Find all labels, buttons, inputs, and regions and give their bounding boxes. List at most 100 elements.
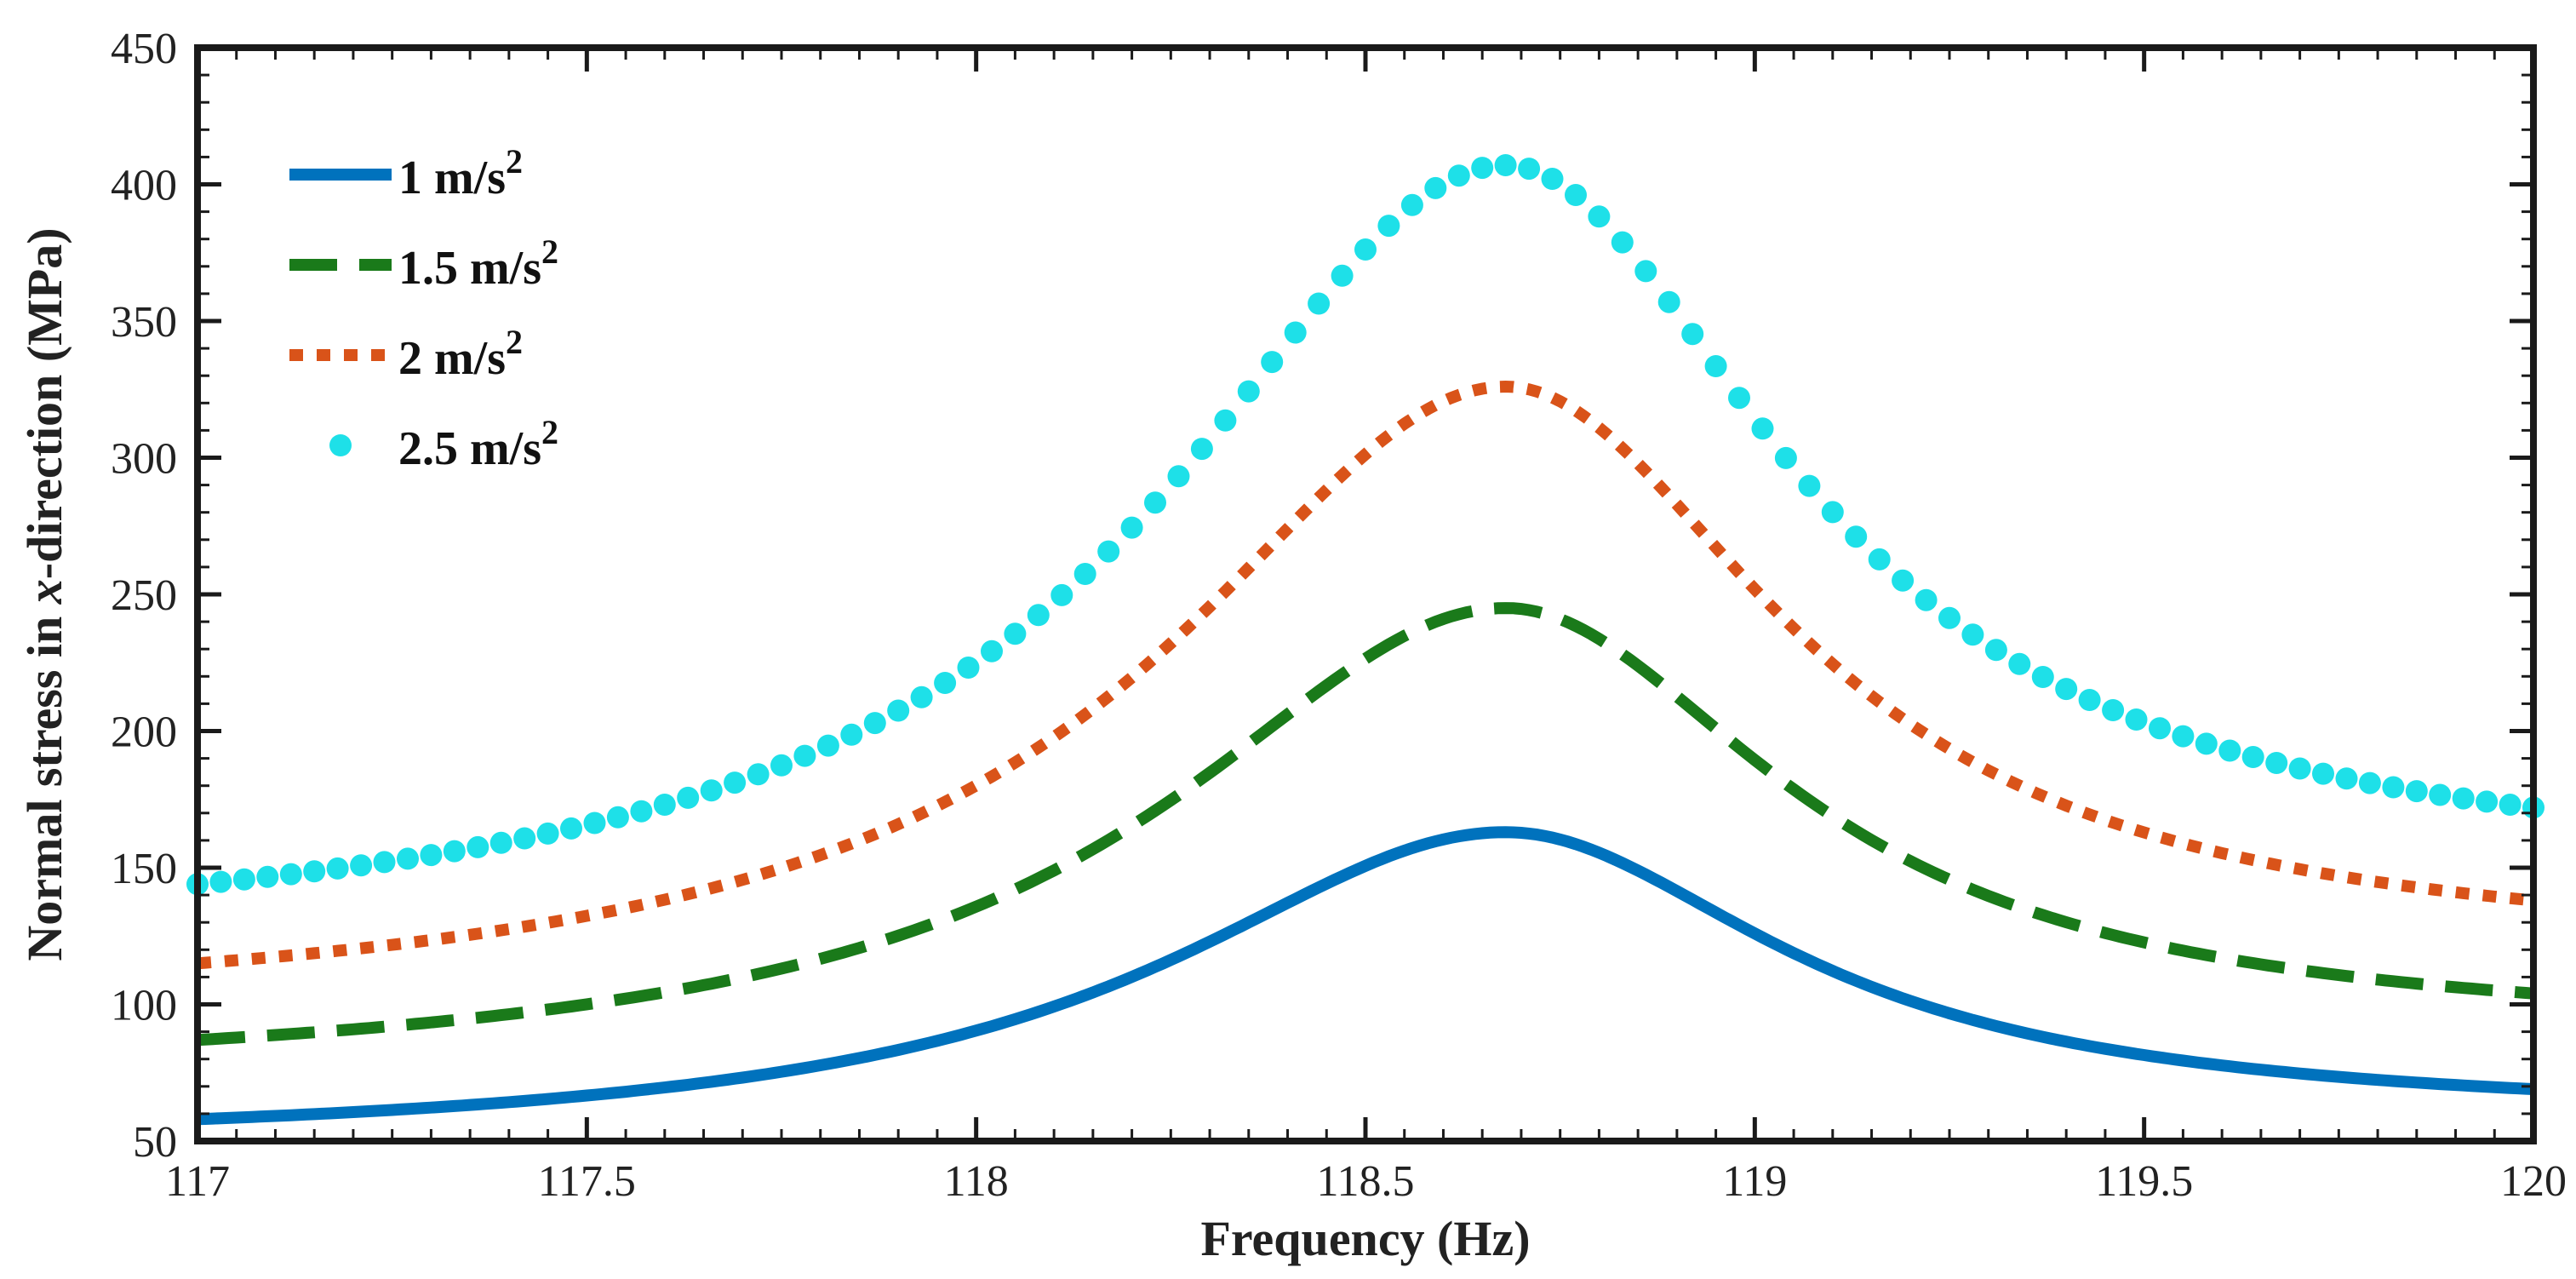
series-4-marker <box>1681 323 1704 346</box>
series-4-marker <box>2335 767 2358 790</box>
series-4-marker <box>2218 739 2241 762</box>
x-tick-label: 117 <box>165 1157 230 1206</box>
y-tick-label: 350 <box>111 298 177 347</box>
series-4-marker <box>303 860 326 883</box>
series-4-marker <box>2358 771 2381 794</box>
series-4-marker <box>1261 351 1284 374</box>
series-4-marker <box>1214 409 1237 432</box>
series-4-marker <box>1167 465 1190 488</box>
series-4-marker <box>1961 623 1984 646</box>
legend-item-2: 1.5 m/s2 <box>289 232 558 295</box>
series-4-marker <box>840 723 863 746</box>
legend-item-4-label: 2.5 m/s2 <box>398 413 558 475</box>
legend-item-1: 1 m/s2 <box>289 142 523 204</box>
y-tick-label: 200 <box>111 708 177 757</box>
series-4-marker <box>1798 474 1821 497</box>
series-4-marker <box>1237 380 1260 403</box>
legend-item-3-label: 2 m/s2 <box>398 323 523 385</box>
series-4-marker <box>1308 292 1331 315</box>
series-4-marker <box>1611 231 1634 254</box>
series-4-marker <box>256 865 279 888</box>
series-4-marker <box>934 672 957 694</box>
series-3 <box>197 380 2534 970</box>
series-layer <box>186 154 2545 1126</box>
series-4-marker <box>2241 746 2264 768</box>
series-4-marker <box>653 794 676 816</box>
series-4-marker <box>700 779 723 802</box>
series-4-marker <box>1845 525 1868 548</box>
series-4-marker <box>2172 725 2195 748</box>
series-4-marker <box>1892 569 1915 592</box>
series-2 <box>197 602 2534 1047</box>
series-3-line <box>197 380 2534 970</box>
x-tick-label: 118.5 <box>1316 1157 1414 1206</box>
legend-item-4: 2.5 m/s2 <box>329 413 558 475</box>
x-tick-label: 120 <box>2500 1157 2567 1206</box>
series-4-marker <box>1073 563 1096 585</box>
series-1 <box>197 826 2534 1126</box>
series-4-marker <box>2125 708 2148 731</box>
y-tick-label: 450 <box>111 25 177 73</box>
series-4-marker <box>2499 794 2522 816</box>
y-tick-label: 50 <box>133 1118 177 1167</box>
x-tick-label: 119 <box>1722 1157 1787 1206</box>
legend-item-1-label: 1 m/s2 <box>398 142 523 204</box>
legend: 1 m/s2 1.5 m/s2 2 m/s2 2.5 m/s2 <box>289 142 558 475</box>
legend-item-2-label: 1.5 m/s2 <box>398 232 558 295</box>
series-4-marker <box>1938 606 1961 629</box>
series-4-marker <box>957 657 980 679</box>
series-4-marker <box>1751 417 1774 440</box>
series-4-marker <box>793 744 816 767</box>
x-tick-label: 117.5 <box>538 1157 636 1206</box>
series-4-marker <box>326 857 349 880</box>
legend-item-4-marker <box>329 434 352 456</box>
series-4-marker <box>420 844 443 867</box>
x-axis-title: Frequency (Hz) <box>1200 1211 1530 1266</box>
series-4-marker <box>209 870 232 893</box>
series-4-marker <box>606 806 629 829</box>
series-4-marker <box>443 840 466 863</box>
series-4-marker <box>630 800 653 823</box>
y-tick-label: 400 <box>111 162 177 210</box>
series-4-marker <box>1377 215 1400 238</box>
series-4-marker <box>1588 205 1611 228</box>
series-4-marker <box>373 851 396 874</box>
series-4-marker <box>1541 168 1564 190</box>
series-4-marker <box>1657 290 1680 313</box>
series-4-marker <box>1868 548 1891 571</box>
series-4-marker <box>1774 446 1797 469</box>
series-4-marker <box>1354 238 1377 261</box>
series-4-marker <box>560 817 582 840</box>
y-tick-label: 300 <box>111 435 177 484</box>
y-tick-label: 250 <box>111 571 177 620</box>
series-4-marker <box>1565 184 1587 206</box>
y-tick-label: 100 <box>111 982 177 1030</box>
y-axis-title: Normal stress in x-direction (MPa) <box>17 227 72 961</box>
series-4-marker <box>863 712 886 735</box>
series-4-marker <box>279 863 302 886</box>
series-4-marker <box>2429 783 2452 806</box>
series-4-marker <box>489 831 512 854</box>
series-4-marker <box>513 827 536 850</box>
series-4-marker <box>232 868 255 891</box>
series-4-marker <box>1728 387 1750 410</box>
series-1-line <box>197 826 2534 1126</box>
x-tick-label: 119.5 <box>2095 1157 2193 1206</box>
series-4-marker <box>1190 438 1213 461</box>
series-4-marker <box>1144 491 1166 514</box>
series-4-marker <box>2149 717 2171 740</box>
series-4-marker <box>2476 790 2499 813</box>
series-4-marker <box>2195 732 2218 755</box>
series-4-marker <box>1518 158 1541 181</box>
legend-item-3: 2 m/s2 <box>289 323 523 385</box>
series-4-marker <box>1984 639 2007 662</box>
series-4-marker <box>1284 321 1307 344</box>
series-4 <box>186 154 2545 896</box>
series-2-line <box>197 602 2534 1047</box>
series-4-marker <box>1027 604 1050 627</box>
y-tick-label: 150 <box>111 845 177 893</box>
series-4-marker <box>2008 652 2031 675</box>
series-4-marker <box>747 763 770 786</box>
series-4-marker <box>770 754 793 777</box>
series-4-marker <box>397 847 419 870</box>
